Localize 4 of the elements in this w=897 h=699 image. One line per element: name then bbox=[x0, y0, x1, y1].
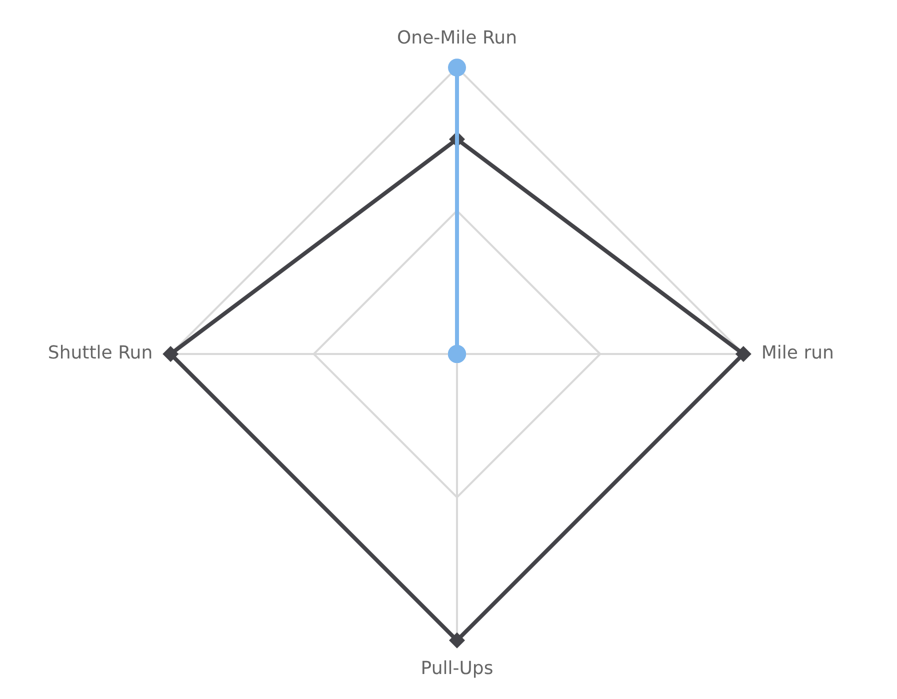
spoke-label: Mile run bbox=[761, 342, 834, 364]
spoke-label: Shuttle Run bbox=[48, 342, 153, 364]
spoke-label: One-Mile Run bbox=[397, 27, 517, 48]
spoke-label: Pull-Ups bbox=[420, 658, 494, 679]
